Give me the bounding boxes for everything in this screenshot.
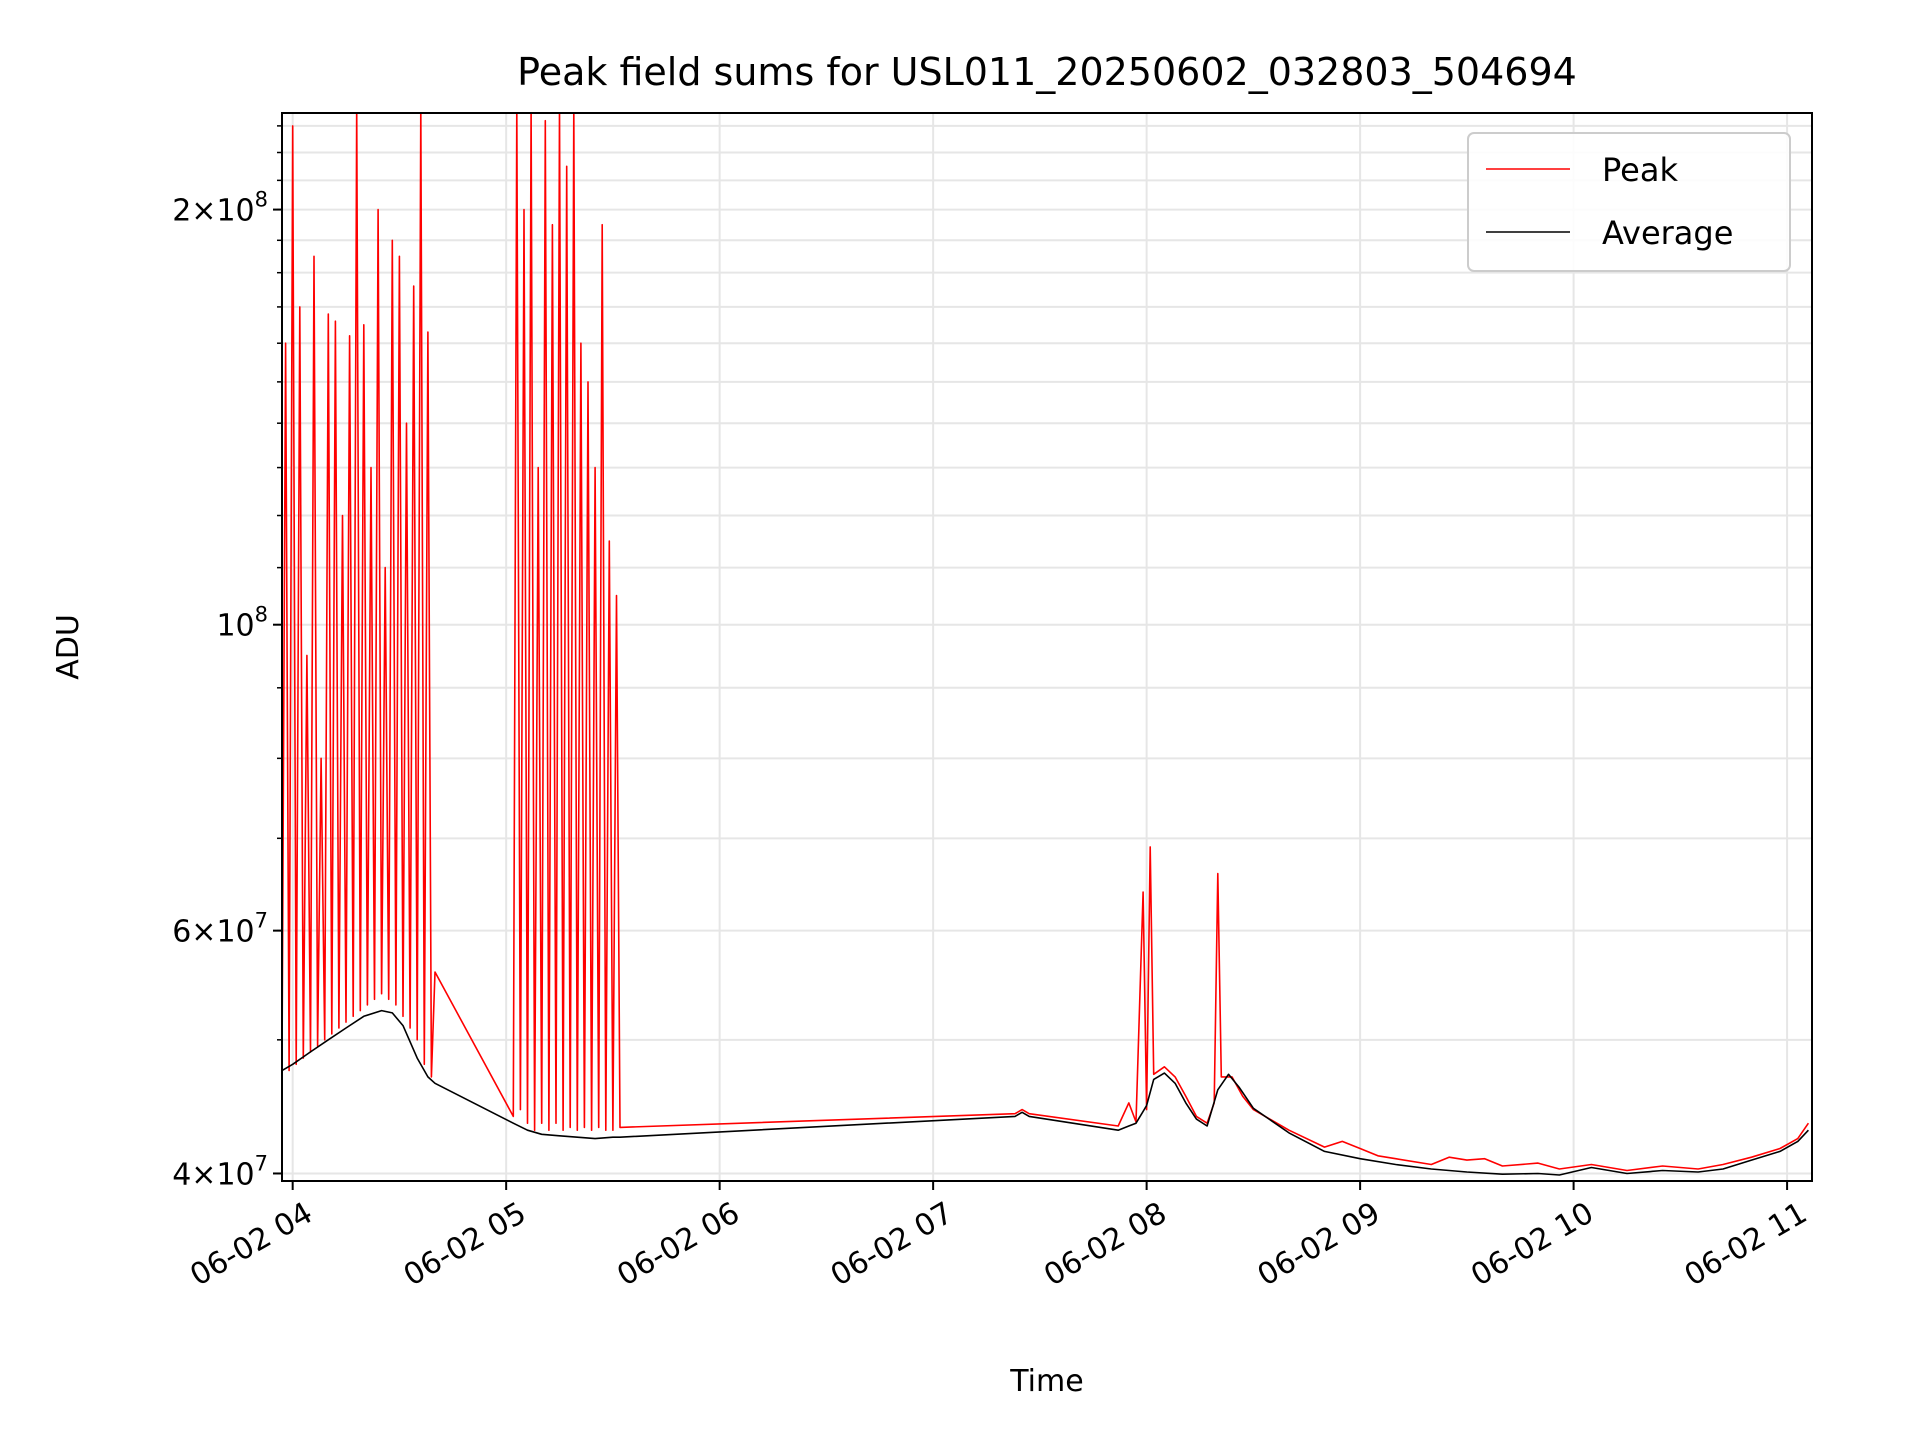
y-axis-label: ADU: [51, 614, 86, 680]
plot-series: [282, 113, 1810, 1176]
y-tick-label: 108: [216, 603, 268, 644]
series-line-average: [282, 1009, 1809, 1176]
y-tick-label: 6×107: [172, 909, 268, 950]
legend-peak-label: Peak: [1602, 151, 1678, 189]
legend: Peak Average: [1467, 132, 1791, 272]
legend-box: [1467, 132, 1791, 272]
y-axis-ticks: 4×107 6×107 108 2×108: [172, 125, 282, 1192]
chart-title: Peak field sums for USL011_20250602_0328…: [517, 50, 1577, 94]
y-tick-label: 4×107: [172, 1151, 268, 1192]
series-line-peak: [282, 113, 1810, 1172]
plot-frame: [281, 112, 1813, 1182]
legend-average-label: Average: [1602, 214, 1733, 252]
x-axis-label: Time: [1009, 1364, 1083, 1399]
y-tick-label: 2×108: [172, 188, 268, 229]
